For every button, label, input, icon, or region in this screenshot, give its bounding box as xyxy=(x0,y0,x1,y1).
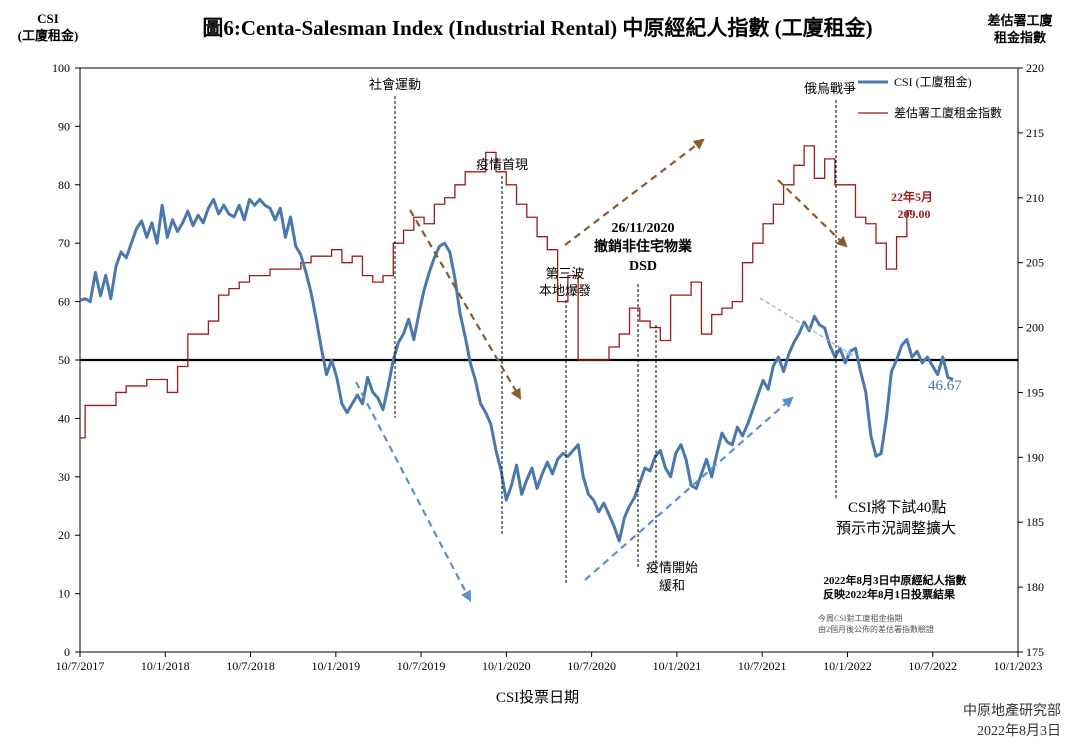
x-tick-label: 10/7/2021 xyxy=(738,659,787,673)
x-tick-label: 10/7/2020 xyxy=(567,659,616,673)
left-y-tick-label: 30 xyxy=(58,470,70,484)
right-y-tick-label: 180 xyxy=(1026,580,1044,594)
annot-note-2: 反映2022年8月1日投票結果 xyxy=(823,587,955,601)
left-y-tick-label: 10 xyxy=(58,587,70,601)
x-tick-label: 10/7/2018 xyxy=(226,659,275,673)
x-tick-label: 10/1/2019 xyxy=(311,659,360,673)
credit-date: 2022年8月3日 xyxy=(977,724,1061,739)
right-y-tick-label: 195 xyxy=(1026,385,1044,399)
left-y-tick-label: 60 xyxy=(58,295,70,309)
left-y-tick-label: 0 xyxy=(64,645,70,659)
annot-dsd-1: 26/11/2020 xyxy=(611,221,674,236)
x-tick-label: 10/7/2017 xyxy=(56,659,105,673)
annot-csi-last-value: 46.67 xyxy=(928,378,962,394)
trend-arrow-down-blue xyxy=(355,381,472,602)
right-axis-title-line1: 差估署工廈 xyxy=(987,13,1053,28)
right-y-tick-label: 220 xyxy=(1026,61,1044,75)
annot-rvd-label-1: 22年5月 xyxy=(891,189,933,204)
right-y-tick-label: 200 xyxy=(1026,321,1044,335)
left-y-tick-label: 50 xyxy=(58,353,70,367)
annot-forecast-2: 預示市況調整擴大 xyxy=(836,520,956,537)
left-y-tick-label: 40 xyxy=(58,411,70,425)
x-tick-label: 10/1/2023 xyxy=(994,659,1043,673)
annot-social: 社會運動 xyxy=(369,77,421,92)
series-rvd-line xyxy=(80,145,912,439)
right-y-tick-label: 205 xyxy=(1026,256,1044,270)
trend-arrow-up-brown xyxy=(564,138,705,246)
annot-war: 俄烏戰爭 xyxy=(804,81,856,96)
left-y-tick-label: 80 xyxy=(58,178,70,192)
annot-dsd-2: 撤銷非住宅物業 xyxy=(594,238,693,255)
left-y-tick-label: 100 xyxy=(52,61,70,75)
annot-dsd-3: DSD xyxy=(629,259,657,274)
x-tick-label: 10/1/2018 xyxy=(141,659,190,673)
series-csi-line xyxy=(79,197,954,543)
right-y-tick-label: 215 xyxy=(1026,126,1044,140)
annot-note-1: 2022年8月3日中原經紀人指數 xyxy=(824,573,967,587)
annot-rvd-label-2: 209.00 xyxy=(898,207,931,221)
right-y-tick-label: 190 xyxy=(1026,450,1044,464)
left-y-tick-label: 70 xyxy=(58,236,70,250)
annot-small-note-2: 由2個月後公佈的差估署指數驗證 xyxy=(818,624,934,634)
trend-arrow-down-brown-2 xyxy=(777,179,848,248)
annot-third-wave-1: 第三波 xyxy=(545,266,584,281)
trend-arrow-down-brown xyxy=(409,209,522,400)
annot-easing-1: 疫情開始 xyxy=(646,560,698,575)
right-axis-title-line2: 租金指數 xyxy=(993,30,1046,45)
left-y-tick-label: 20 xyxy=(58,528,70,542)
annot-forecast-1: CSI將下試40點 xyxy=(848,499,946,516)
right-axis-title: 差估署工廈 租金指數 xyxy=(972,12,1068,46)
x-tick-label: 10/1/2021 xyxy=(653,659,702,673)
x-tick-label: 10/7/2019 xyxy=(397,659,446,673)
x-tick-label: 10/1/2022 xyxy=(823,659,872,673)
credit-org: 中原地產研究部 xyxy=(963,704,1061,719)
trend-arrow-up-blue xyxy=(584,396,794,581)
x-tick-label: 10/1/2020 xyxy=(482,659,531,673)
annot-first-case: 疫情首現 xyxy=(476,157,528,172)
legend-csi-label: CSI (工廈租金) xyxy=(894,74,972,89)
left-y-tick-label: 90 xyxy=(58,119,70,133)
right-y-tick-label: 210 xyxy=(1026,191,1044,205)
chart-title: 圖6:Centa-Salesman Index (Industrial Rent… xyxy=(202,16,873,40)
annot-third-wave-2: 本地爆發 xyxy=(539,283,591,298)
left-axis-title: CSI (工廈租金) xyxy=(8,10,88,44)
annot-small-note-1: 今周CSI對工廈租金指期 xyxy=(818,613,902,623)
left-axis-title-line2: (工廈租金) xyxy=(17,28,79,43)
legend-rvd-label: 差估署工廈租金指數 xyxy=(894,105,1002,120)
left-axis-title-line1: CSI xyxy=(37,11,59,26)
right-y-tick-label: 175 xyxy=(1026,645,1044,659)
x-axis-title: CSI投票日期 xyxy=(495,690,580,706)
x-tick-label: 10/7/2022 xyxy=(908,659,957,673)
right-y-tick-label: 185 xyxy=(1026,515,1044,529)
annot-easing-2: 緩和 xyxy=(659,578,685,593)
